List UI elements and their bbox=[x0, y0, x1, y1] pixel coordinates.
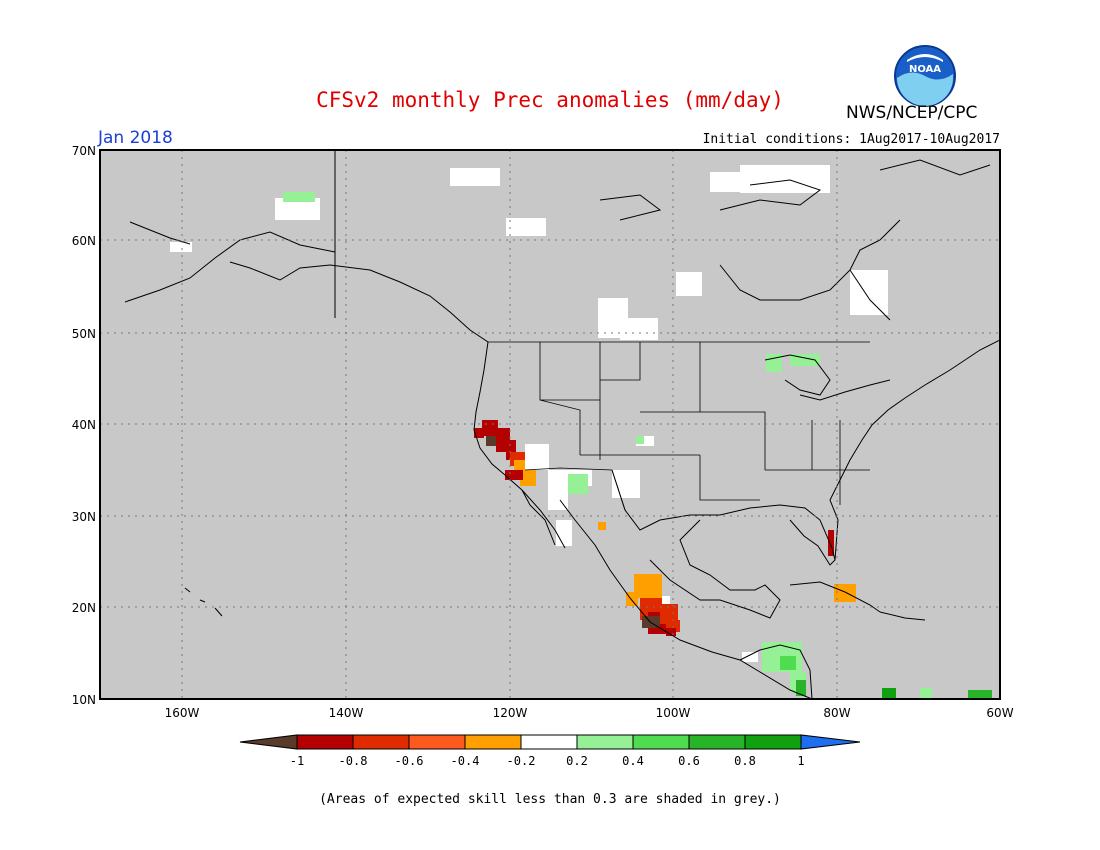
lon-label-80w: 80W bbox=[823, 706, 850, 720]
anomaly-cell bbox=[283, 192, 315, 202]
anomaly-cell bbox=[634, 574, 662, 598]
anomaly-cell bbox=[666, 628, 676, 636]
anomaly-cell bbox=[520, 474, 528, 486]
agency-label: NWS/NCEP/CPC bbox=[846, 103, 978, 123]
anomaly-cell bbox=[920, 688, 932, 698]
anomaly-cell bbox=[556, 520, 572, 546]
lon-label-120w: 120W bbox=[493, 706, 528, 720]
anomaly-cell bbox=[882, 688, 896, 699]
lon-label-100w: 100W bbox=[656, 706, 691, 720]
lat-label-50n: 50N bbox=[72, 327, 96, 341]
lat-label-20n: 20N bbox=[72, 601, 96, 615]
noaa-logo: NOAA bbox=[894, 45, 956, 107]
anomaly-cell bbox=[626, 592, 638, 606]
anomaly-cell bbox=[568, 474, 588, 494]
coastlines bbox=[124, 150, 1000, 699]
map-grid bbox=[100, 150, 1000, 699]
lon-label-140w: 140W bbox=[329, 706, 364, 720]
lat-label-60n: 60N bbox=[72, 234, 96, 248]
skill-footnote: (Areas of expected skill less than 0.3 a… bbox=[319, 792, 781, 807]
anomaly-cells bbox=[170, 165, 992, 699]
lat-label-40n: 40N bbox=[72, 418, 96, 432]
anomaly-cell bbox=[450, 168, 500, 186]
anomaly-cell bbox=[482, 420, 498, 436]
anomaly-cell bbox=[275, 198, 320, 220]
initial-conditions: Initial conditions: 1Aug2017-10Aug2017 bbox=[702, 132, 1000, 147]
anomaly-cell bbox=[598, 522, 606, 530]
forecast-period: Jan 2018 bbox=[98, 128, 173, 148]
anomaly-cell bbox=[636, 436, 654, 446]
lon-label-60w: 60W bbox=[986, 706, 1013, 720]
lon-tick-labels: 160W 140W 120W 100W 80W 60W bbox=[165, 706, 1014, 720]
anomaly-cell bbox=[850, 270, 888, 315]
anomaly-cell bbox=[968, 690, 992, 699]
lat-label-30n: 30N bbox=[72, 510, 96, 524]
lon-label-160w: 160W bbox=[165, 706, 200, 720]
anomaly-cell bbox=[620, 318, 658, 340]
anomaly-cell bbox=[528, 470, 536, 486]
chart-title: CFSv2 monthly Prec anomalies (mm/day) bbox=[316, 88, 784, 112]
anomaly-cell bbox=[834, 584, 856, 602]
anomaly-cell bbox=[506, 440, 516, 460]
logo-text: NOAA bbox=[909, 64, 941, 75]
political-borders bbox=[488, 341, 870, 511]
anomaly-cell bbox=[828, 530, 834, 556]
anomaly-cell bbox=[505, 470, 523, 480]
anomaly-cell bbox=[170, 242, 192, 252]
anomaly-cell bbox=[780, 656, 796, 670]
anomaly-cell bbox=[636, 436, 644, 444]
anomaly-cell bbox=[474, 428, 484, 438]
lat-tick-labels: 10N 20N 30N 40N 50N 60N 70N bbox=[72, 144, 96, 707]
anomaly-cell bbox=[676, 272, 702, 296]
anomaly-cell bbox=[742, 652, 758, 662]
anomaly-cell bbox=[486, 436, 496, 446]
lat-label-70n: 70N bbox=[72, 144, 96, 158]
map-frame bbox=[99, 149, 1001, 700]
anomaly-cell bbox=[796, 680, 806, 696]
anomaly-cell bbox=[525, 444, 549, 470]
lat-label-10n: 10N bbox=[72, 693, 96, 707]
anomaly-cell bbox=[506, 218, 546, 236]
anomaly-cell bbox=[662, 596, 670, 604]
